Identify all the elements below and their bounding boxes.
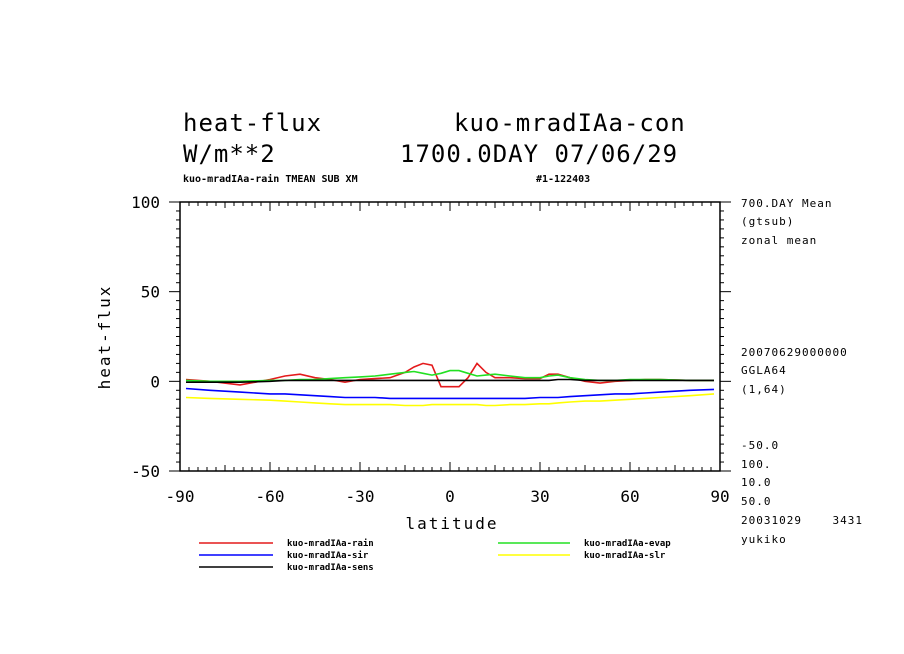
x-tick-label: 60: [620, 487, 639, 506]
subtitle-left: kuo-mradIAa-rain TMEAN SUB XM: [183, 173, 358, 185]
title-date: 1700.0DAY 07/06/29: [400, 140, 678, 168]
side-info-time: 20070629000000: [741, 346, 848, 359]
title-variable: heat-flux: [183, 109, 322, 137]
title-units: W/m**2: [183, 140, 276, 168]
y-tick-label: 100: [131, 193, 160, 212]
y-tick-labels: -50 0 50 100: [131, 193, 160, 481]
side-info-max: 100.: [741, 458, 772, 471]
series-line-kuo-mradIAa-slr: [185, 393, 715, 407]
side-info-min: -50.0: [741, 439, 779, 452]
legend-label: kuo-mradIAa-rain: [287, 538, 374, 549]
x-tick-label: -30: [346, 487, 375, 506]
series-line-kuo-mradIAa-rain: [185, 362, 714, 388]
x-tick-labels: -90 -60 -30 0 30 60 90: [166, 487, 730, 506]
series-group: [185, 362, 715, 407]
side-info-grid: GGLA64: [741, 364, 787, 377]
plot-frame: [179, 201, 721, 472]
side-info-mean: 700.DAY Mean: [741, 197, 832, 210]
side-info-stamp: 20031029 3431: [741, 514, 863, 527]
x-tick-label: -90: [166, 487, 195, 506]
title-experiment: kuo-mradIAa-con: [454, 109, 686, 137]
x-tick-label: 90: [710, 487, 729, 506]
y-tick-label: -50: [131, 462, 160, 481]
series-line-kuo-mradIAa-sens: [186, 378, 714, 384]
subtitle-right: #1-122403: [536, 174, 590, 185]
y-axis-label: heat-flux: [95, 285, 114, 390]
side-info-tool: (gtsub): [741, 215, 794, 228]
x-tick-label: -60: [256, 487, 285, 506]
legend-label: kuo-mradIAa-sens: [287, 563, 374, 573]
y-tick-label: 50: [141, 283, 160, 302]
axis-ticks: [169, 201, 731, 472]
side-info-dims: (1,64): [741, 383, 787, 396]
legend-label: kuo-mradIAa-sir: [287, 550, 369, 561]
side-info-major: 50.0: [741, 495, 772, 508]
series-line-kuo-mradIAa-sir: [185, 387, 715, 400]
x-tick-label: 0: [445, 487, 455, 506]
side-info-zonal: zonal mean: [741, 234, 817, 247]
side-info-interval: 10.0: [741, 476, 772, 489]
side-info-user: yukiko: [741, 533, 787, 546]
legend: kuo-mradIAa-rain kuo-mradIAa-evap kuo-mrad…: [199, 538, 671, 573]
y-tick-label: 0: [150, 372, 160, 391]
x-tick-label: 30: [530, 487, 549, 506]
legend-label: kuo-mradIAa-slr: [584, 551, 666, 561]
legend-label: kuo-mradIAa-evap: [584, 539, 671, 549]
x-axis-label: latitude: [405, 514, 498, 533]
